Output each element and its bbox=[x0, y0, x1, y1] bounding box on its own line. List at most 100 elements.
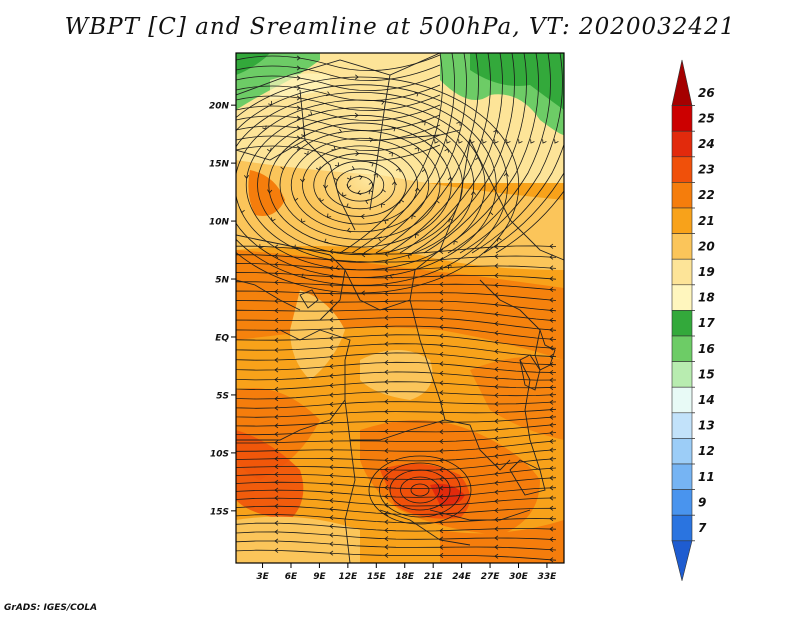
streamline-arrow bbox=[329, 335, 334, 341]
streamline-arrow bbox=[384, 219, 389, 224]
streamline bbox=[236, 254, 557, 263]
streamline-arrow bbox=[329, 498, 334, 504]
streamline-arrow bbox=[549, 317, 554, 323]
streamline-arrow bbox=[301, 218, 306, 223]
streamline-arrow bbox=[274, 317, 279, 323]
streamline-arrow bbox=[266, 147, 272, 152]
colorbar-swatch bbox=[671, 438, 693, 465]
streamline-arrow bbox=[494, 507, 499, 513]
streamline-arrow bbox=[329, 481, 334, 487]
streamline bbox=[236, 549, 557, 561]
streamline-arrow bbox=[350, 166, 355, 171]
streamline-arrow bbox=[439, 315, 444, 321]
streamline-arrow bbox=[494, 535, 499, 541]
streamline bbox=[236, 54, 441, 72]
latitude-axis: 20N 15N 10N 5N EQ 5S 10S 15S bbox=[209, 102, 236, 517]
streamline-arrow bbox=[577, 139, 582, 144]
lon-tick-label: 21E bbox=[424, 572, 444, 582]
streamline-arrow bbox=[329, 308, 334, 314]
streamline bbox=[236, 76, 520, 294]
streamline-arrow bbox=[296, 75, 301, 81]
streamline-arrow bbox=[296, 135, 301, 141]
streamline-arrow bbox=[549, 526, 554, 532]
lon-tick-label: 3E bbox=[256, 572, 269, 582]
streamline-arrow bbox=[494, 410, 499, 416]
streamline-arrow bbox=[384, 493, 389, 499]
colorbar-top-arrow bbox=[671, 59, 693, 106]
streamline-arrow bbox=[384, 290, 389, 297]
streamline-arrow bbox=[549, 407, 554, 413]
map-title: WBPT [C] and Sreamline at 500hPa, VT: 20… bbox=[64, 14, 736, 40]
streamline-arrow bbox=[329, 515, 334, 521]
streamline bbox=[236, 531, 557, 541]
streamline-arrow bbox=[274, 464, 279, 470]
streamline-arrow bbox=[319, 197, 325, 203]
streamline-arrow bbox=[439, 476, 444, 482]
streamline bbox=[236, 449, 557, 462]
streamline bbox=[236, 477, 557, 490]
streamline-arrow bbox=[494, 498, 499, 504]
streamline-arrow bbox=[293, 196, 299, 202]
streamline-arrow bbox=[274, 547, 279, 553]
streamline-arrow bbox=[360, 214, 365, 220]
streamline-arrow bbox=[439, 342, 444, 348]
streamline-arrow bbox=[384, 467, 389, 473]
streamline bbox=[279, 130, 441, 240]
streamline-arrow bbox=[494, 401, 499, 407]
streamline-arrow bbox=[384, 476, 389, 482]
streamline-arrow bbox=[530, 139, 535, 144]
streamline-arrow bbox=[315, 166, 321, 171]
colorbar-swatch bbox=[671, 130, 693, 158]
streamline-arrow bbox=[439, 438, 444, 445]
streamline-arrow bbox=[549, 430, 554, 436]
streamline-arrow bbox=[549, 286, 554, 293]
streamline-arrow bbox=[329, 550, 334, 556]
streamline-arrow bbox=[414, 147, 419, 152]
streamline bbox=[236, 416, 557, 427]
colorbar-label: 26 bbox=[698, 86, 715, 100]
streamline-arrow bbox=[494, 244, 499, 250]
streamline bbox=[236, 467, 557, 480]
streamline bbox=[363, 53, 467, 254]
streamline-arrow bbox=[549, 327, 554, 333]
colorbar-label: 21 bbox=[698, 214, 715, 228]
streamline-arrow bbox=[329, 541, 334, 547]
streamline-arrow bbox=[329, 326, 334, 332]
lat-tick-label: 5S bbox=[216, 391, 229, 401]
streamline-arrow bbox=[274, 386, 279, 392]
streamline bbox=[447, 53, 551, 254]
streamline bbox=[339, 53, 443, 254]
streamline-arrow bbox=[549, 336, 554, 342]
wbpt-map: 20N 15N 10N 5N EQ 5S 10S 15S 3E 6E 9E 12E 15E 18E 21E… bbox=[209, 52, 715, 582]
streamline bbox=[236, 540, 557, 551]
streamline-arrow bbox=[274, 298, 279, 304]
streamline-arrow bbox=[329, 363, 334, 369]
colorbar-swatch bbox=[671, 489, 693, 516]
streamline-arrow bbox=[274, 456, 279, 462]
streamline bbox=[236, 317, 557, 331]
streamline-arrow bbox=[380, 99, 385, 105]
streamline-arrow bbox=[439, 333, 444, 339]
streamline-arrow bbox=[439, 380, 444, 386]
streamline-arrow bbox=[395, 167, 401, 173]
streamline-arrow bbox=[549, 254, 554, 260]
streamline-arrow bbox=[274, 495, 279, 501]
streamline bbox=[236, 325, 557, 340]
streamline-arrow bbox=[384, 485, 389, 491]
streamline bbox=[495, 190, 564, 254]
colorbar-swatch bbox=[671, 258, 693, 286]
streamline-arrow bbox=[549, 447, 554, 453]
streamline-arrow bbox=[296, 55, 301, 61]
streamline bbox=[236, 281, 557, 291]
colorbar-label: 17 bbox=[698, 316, 715, 330]
streamline-arrow bbox=[329, 464, 334, 470]
streamline-arrow bbox=[329, 473, 334, 479]
streamline-arrow bbox=[549, 265, 554, 271]
streamline-arrow bbox=[439, 400, 444, 406]
streamline-arrow bbox=[329, 523, 334, 529]
streamline-arrow bbox=[361, 290, 366, 296]
streamline-arrow bbox=[549, 495, 554, 501]
streamline-arrow bbox=[494, 444, 499, 450]
streamline-arrow bbox=[458, 139, 463, 144]
streamline-arrow bbox=[494, 330, 499, 336]
